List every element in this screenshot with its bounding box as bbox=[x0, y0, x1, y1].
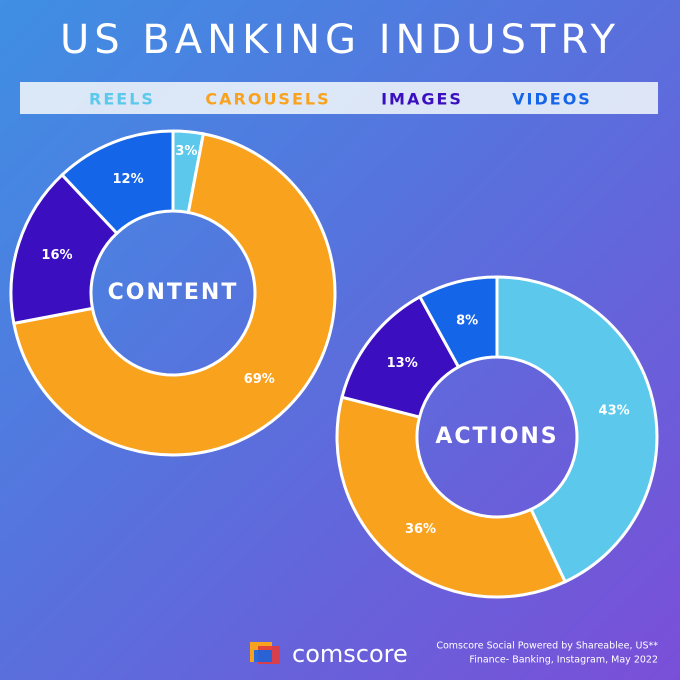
donut-segment bbox=[335, 395, 568, 599]
legend-bar bbox=[20, 82, 658, 114]
source-line: Comscore Social Powered by Shareablee, U… bbox=[436, 641, 658, 652]
donut-segment bbox=[495, 275, 659, 584]
value-label: 3% bbox=[175, 144, 197, 159]
center-label: CONTENT bbox=[108, 280, 239, 305]
legend-entry: REELS bbox=[89, 90, 155, 109]
donut-segment bbox=[12, 132, 337, 457]
value-label: 13% bbox=[387, 356, 418, 371]
value-label: 12% bbox=[113, 172, 144, 187]
logo-shape bbox=[254, 650, 272, 662]
legend-entry: CAROUSELS bbox=[205, 90, 330, 109]
value-label: 8% bbox=[456, 313, 478, 328]
donut-segment bbox=[9, 172, 119, 326]
donut-segment bbox=[417, 275, 499, 369]
source-line: Finance- Banking, Instagram, May 2022 bbox=[469, 655, 658, 666]
value-label: 36% bbox=[405, 522, 436, 537]
center-label: ACTIONS bbox=[435, 424, 558, 449]
logo bbox=[250, 642, 280, 664]
value-label: 16% bbox=[41, 248, 72, 263]
value-label: 69% bbox=[244, 372, 275, 387]
brand: comscore bbox=[292, 640, 408, 668]
title: US BANKING INDUSTRY bbox=[60, 17, 620, 63]
value-label: 43% bbox=[599, 403, 630, 418]
donut-segment bbox=[59, 129, 175, 236]
legend-entry: IMAGES bbox=[381, 90, 463, 109]
legend: REELS CAROUSELS IMAGES VIDEOS bbox=[89, 90, 592, 109]
legend-entry: VIDEOS bbox=[512, 90, 592, 109]
